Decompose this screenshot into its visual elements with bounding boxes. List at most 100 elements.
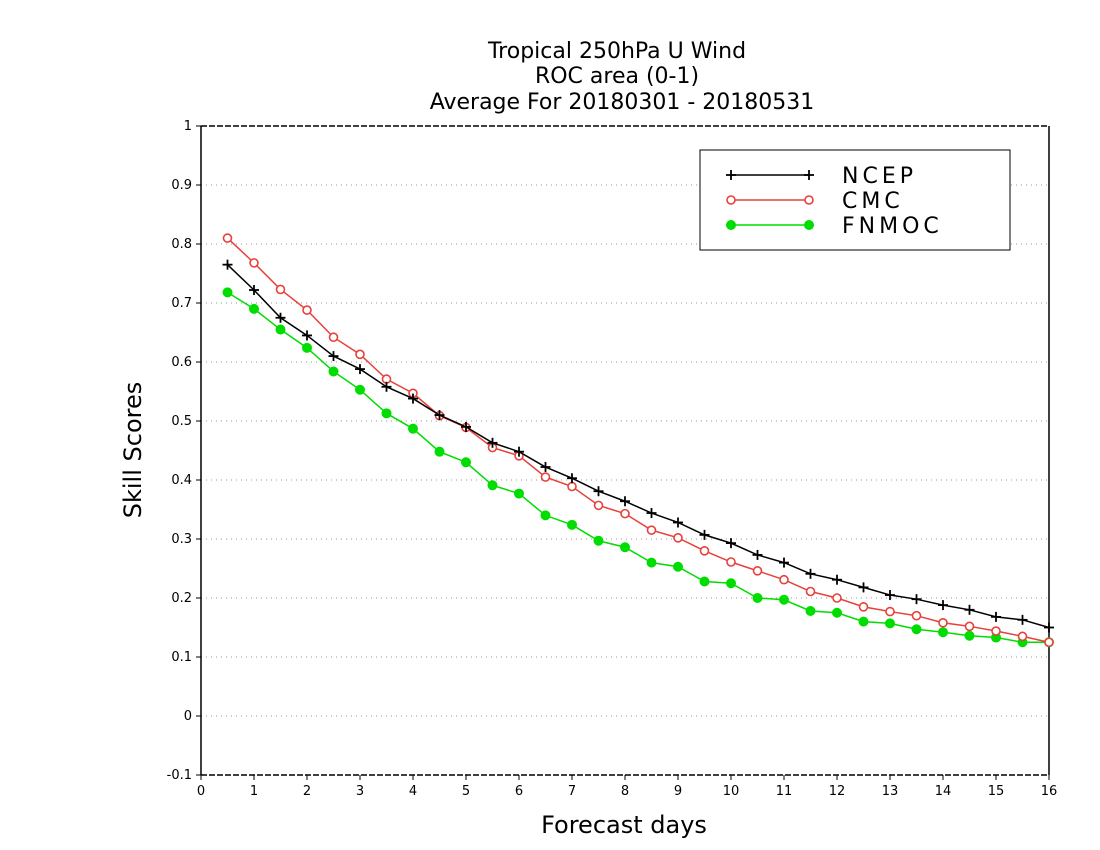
data-point-ncep: [275, 312, 286, 323]
legend-marker-right-ncep: [804, 170, 814, 180]
y-axis-label: Skill Scores: [119, 382, 147, 519]
y-tick-label: 0.7: [171, 296, 192, 311]
data-point-fnmoc: [487, 480, 498, 491]
data-point-cmc: [885, 606, 895, 617]
data-point-fnmoc: [646, 557, 657, 568]
x-tick-label: 2: [303, 784, 311, 799]
data-point-cmc: [646, 525, 657, 535]
data-point-fnmoc: [461, 457, 471, 468]
data-point-ncep: [911, 594, 922, 605]
legend-label-cmc: CMC: [842, 189, 904, 214]
data-point-fnmoc: [911, 624, 922, 635]
data-point-ncep: [222, 259, 233, 270]
x-tick-label: 7: [568, 784, 576, 799]
legend-item-ncep: NCEP: [726, 164, 917, 189]
data-point-cmc: [673, 533, 683, 543]
data-point-ncep: [938, 600, 948, 611]
chart-subtitle-2: Average For 20180301 - 20180531: [430, 90, 815, 115]
x-tick-label: 4: [409, 784, 417, 799]
x-tick-label: 0: [197, 784, 205, 799]
data-point-fnmoc: [885, 618, 895, 629]
x-tick-label: 3: [356, 784, 364, 799]
data-point-cmc: [911, 610, 922, 621]
data-point-cmc: [964, 621, 975, 632]
data-point-fnmoc: [964, 630, 975, 641]
data-point-ncep: [885, 590, 895, 601]
series-line-ncep: [226, 264, 1050, 629]
data-point-fnmoc: [434, 446, 445, 457]
data-point-ncep: [805, 568, 816, 579]
data-point-fnmoc: [938, 627, 948, 638]
data-point-ncep: [964, 604, 975, 615]
legend-marker-left-fnmoc: [726, 220, 736, 230]
data-point-ncep: [646, 508, 657, 519]
data-point-cmc: [540, 472, 551, 482]
grid-layer: [201, 184, 1049, 717]
data-point-fnmoc: [355, 384, 365, 395]
x-tick-label: 9: [674, 784, 682, 799]
legend-marker-left-cmc: [726, 195, 736, 205]
data-point-fnmoc: [275, 324, 286, 335]
data-point-ncep: [381, 381, 392, 392]
data-point-ncep: [434, 410, 445, 421]
legend-label-fnmoc: FNMOC: [842, 214, 943, 239]
data-point-fnmoc: [752, 593, 763, 603]
data-point-fnmoc: [699, 576, 710, 587]
data-point-fnmoc: [805, 605, 816, 616]
y-tick-label: 0.5: [171, 414, 192, 429]
x-tick-label: 6: [515, 784, 523, 799]
legend-label-ncep: NCEP: [842, 164, 917, 189]
data-point-cmc: [858, 602, 869, 612]
y-tick-label: 0.4: [171, 473, 192, 488]
y-tick-label: 1: [184, 119, 192, 134]
x-tick-label: 8: [621, 784, 629, 799]
x-tick-label: 15: [988, 784, 1005, 799]
data-point-cmc: [1017, 631, 1028, 642]
data-point-cmc: [779, 574, 789, 585]
chart-title: Tropical 250hPa U Wind: [487, 39, 746, 64]
data-point-ncep: [487, 437, 498, 448]
data-point-ncep: [593, 486, 604, 497]
series-cmc: [222, 233, 1054, 648]
data-point-cmc: [222, 233, 233, 243]
data-point-ncep: [302, 330, 312, 341]
data-point-ncep: [620, 496, 630, 507]
data-point-cmc: [726, 557, 736, 567]
data-point-fnmoc: [540, 510, 551, 521]
data-point-cmc: [1044, 637, 1054, 648]
data-point-ncep: [355, 364, 365, 375]
data-point-ncep: [752, 549, 763, 560]
series-line-cmc: [226, 237, 1050, 643]
data-point-cmc: [752, 566, 763, 576]
legend-marker-left-ncep: [726, 170, 736, 180]
series-layer: [222, 233, 1054, 648]
data-point-cmc: [938, 617, 948, 628]
data-point-cmc: [275, 284, 286, 295]
x-tick-label: 16: [1041, 784, 1058, 799]
series-fnmoc: [222, 287, 1054, 648]
data-point-ncep: [991, 611, 1001, 622]
data-point-ncep: [408, 393, 418, 404]
data-point-fnmoc: [779, 594, 789, 605]
x-axis-label: Forecast days: [541, 811, 707, 839]
data-point-cmc: [355, 349, 365, 360]
data-point-ncep: [461, 421, 471, 432]
legend-marker-right-fnmoc: [804, 220, 814, 230]
y-tick-label: 0.9: [171, 178, 192, 193]
data-point-fnmoc: [726, 578, 736, 589]
y-tick-label: 0.1: [171, 650, 192, 665]
y-tick-label: 0.8: [171, 237, 192, 252]
x-tick-label: 1: [250, 784, 258, 799]
data-point-cmc: [805, 586, 816, 597]
axes-layer: -0.100.10.20.30.40.50.60.70.80.910 1 2 3 4 5 6…: [167, 119, 1058, 799]
data-point-ncep: [832, 574, 842, 585]
data-point-fnmoc: [514, 488, 524, 499]
data-point-fnmoc: [328, 366, 339, 377]
data-point-ncep: [673, 517, 683, 528]
data-point-cmc: [593, 500, 604, 511]
data-point-cmc: [620, 508, 630, 519]
y-tick-label: 0.2: [171, 591, 192, 606]
y-tick-label: 0.3: [171, 532, 192, 547]
x-tick-label: 10: [723, 784, 740, 799]
